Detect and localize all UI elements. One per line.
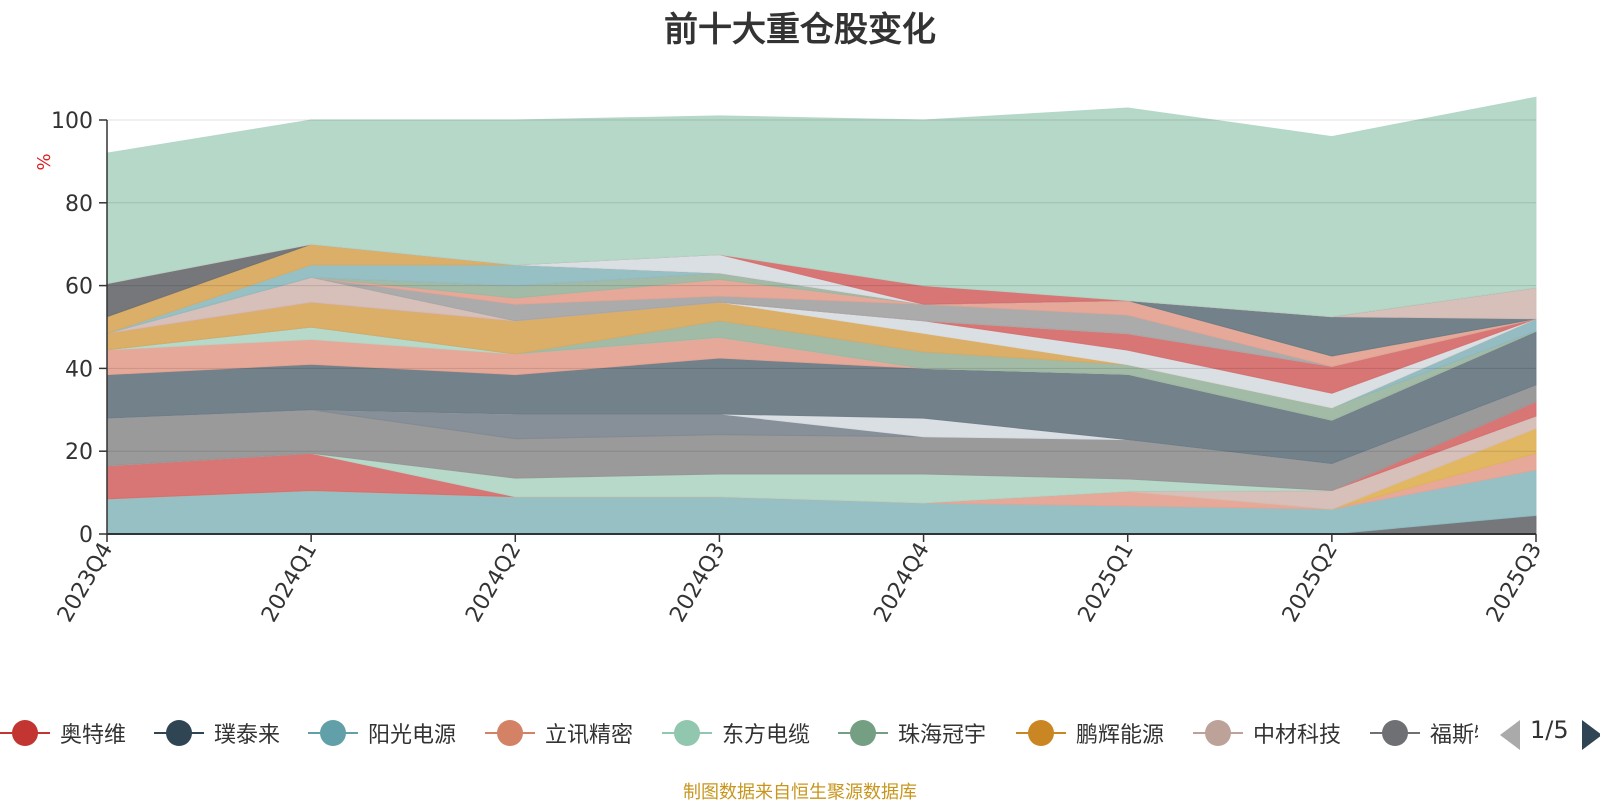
legend-swatch-icon bbox=[154, 719, 204, 747]
legend-item[interactable]: 东方电缆 bbox=[662, 708, 810, 758]
legend-label: 珠海冠宇 bbox=[898, 723, 987, 748]
x-tick-label: 2024Q4 bbox=[869, 539, 934, 627]
legend-next-page-icon[interactable] bbox=[1582, 720, 1600, 750]
legend-item[interactable]: 阳光电源 bbox=[308, 708, 456, 758]
x-tick-label: 2025Q1 bbox=[1074, 539, 1139, 627]
axes bbox=[99, 119, 1537, 542]
area-series-layer bbox=[106, 96, 1537, 535]
legend-item[interactable]: 鹏辉能源 bbox=[1016, 708, 1164, 758]
x-tick-label: 2024Q2 bbox=[461, 539, 526, 627]
y-tick-label: 20 bbox=[65, 440, 93, 465]
chart-title: 前十大重仓股变化 bbox=[664, 10, 936, 50]
area-series bbox=[106, 96, 1537, 318]
legend-swatch-icon bbox=[308, 719, 358, 747]
legend: 奥特维 璞泰来 阳光电源 立讯精密 东方电缆 珠海冠宇 鹏辉能源 中材科技 福斯特 1/5 bbox=[0, 708, 1600, 758]
legend-item[interactable]: 立讯精密 bbox=[485, 708, 633, 758]
legend-item[interactable]: 福斯特 bbox=[1370, 708, 1478, 758]
x-tick-label: 2025Q2 bbox=[1278, 539, 1343, 627]
legend-label: 福斯特 bbox=[1430, 723, 1478, 748]
legend-item[interactable]: 璞泰来 bbox=[154, 708, 280, 758]
legend-label: 立讯精密 bbox=[545, 723, 634, 748]
source-note: 制图数据来自恒生聚源数据库 bbox=[683, 782, 917, 803]
y-tick-label: 100 bbox=[51, 109, 93, 134]
legend-prev-page-icon[interactable] bbox=[1500, 720, 1520, 750]
legend-label: 奥特维 bbox=[60, 723, 127, 748]
legend-swatch-icon bbox=[1370, 719, 1420, 747]
x-tick-label: 2024Q3 bbox=[665, 539, 730, 627]
legend-swatch-icon bbox=[0, 719, 50, 747]
legend-item[interactable]: 珠海冠宇 bbox=[838, 708, 986, 758]
legend-label: 璞泰来 bbox=[214, 723, 281, 748]
legend-label: 鹏辉能源 bbox=[1076, 723, 1165, 748]
legend-swatch-icon bbox=[1016, 719, 1066, 747]
legend-item[interactable]: 中材科技 bbox=[1193, 708, 1341, 758]
y-axis-unit-label: % bbox=[34, 153, 55, 170]
grid-lines bbox=[107, 119, 1536, 452]
legend-swatch-icon bbox=[1193, 719, 1243, 747]
legend-page-indicator: 1/5 bbox=[1530, 716, 1569, 744]
legend-swatch-icon bbox=[838, 719, 888, 747]
legend-label: 东方电缆 bbox=[722, 723, 811, 748]
x-tick-label: 2023Q4 bbox=[53, 539, 118, 627]
y-tick-label: 0 bbox=[79, 523, 93, 548]
legend-item[interactable]: 奥特维 bbox=[0, 708, 126, 758]
legend-swatch-icon bbox=[662, 719, 712, 747]
y-tick-label: 40 bbox=[65, 357, 93, 382]
x-tick-label: 2025Q3 bbox=[1482, 539, 1547, 627]
legend-items: 奥特维 璞泰来 阳光电源 立讯精密 东方电缆 珠海冠宇 鹏辉能源 中材科技 福斯特 bbox=[0, 708, 1478, 758]
legend-swatch-icon bbox=[485, 719, 535, 747]
y-tick-label: 60 bbox=[65, 275, 93, 300]
legend-label: 中材科技 bbox=[1253, 723, 1342, 748]
x-tick-label: 2024Q1 bbox=[257, 539, 322, 627]
y-tick-label: 80 bbox=[65, 192, 93, 217]
legend-label: 阳光电源 bbox=[368, 723, 457, 748]
